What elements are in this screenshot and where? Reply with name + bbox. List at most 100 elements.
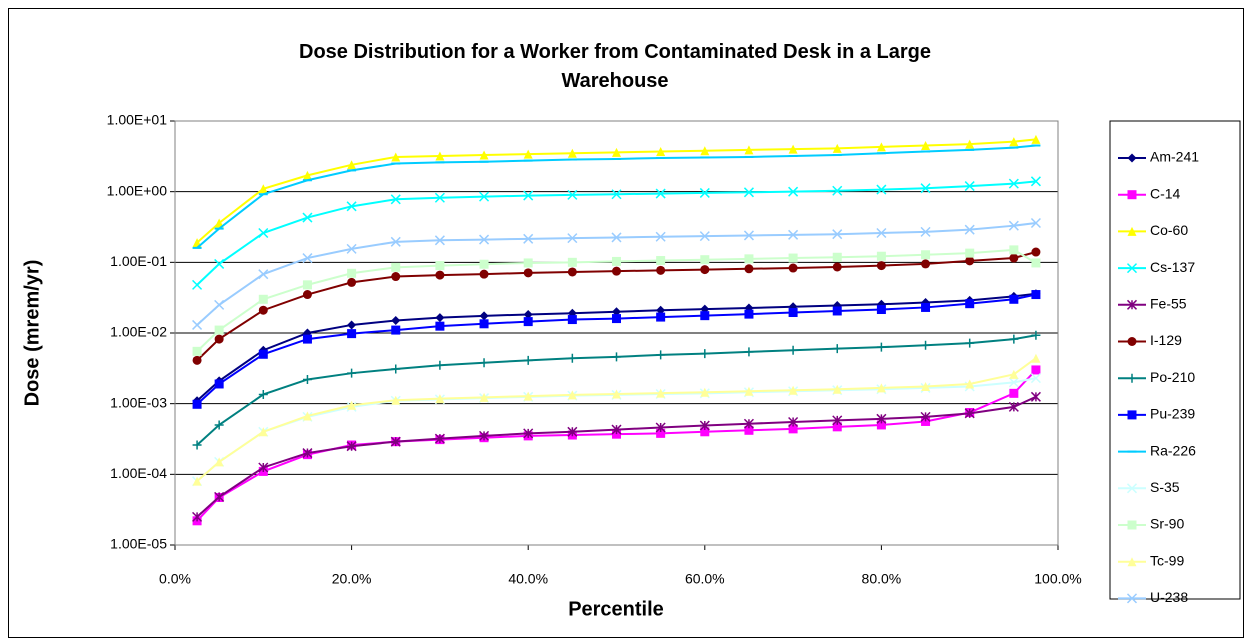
marker — [523, 428, 534, 439]
x-tick-label: 80.0% — [862, 571, 902, 587]
marker — [1126, 483, 1138, 494]
marker — [523, 355, 533, 365]
marker — [523, 149, 533, 159]
legend-label: Pu-239 — [1150, 406, 1195, 422]
marker — [192, 355, 202, 365]
marker — [347, 329, 357, 339]
marker — [523, 233, 534, 244]
marker — [1009, 137, 1019, 147]
marker — [214, 334, 224, 344]
marker — [302, 253, 313, 264]
marker — [965, 299, 975, 309]
series — [192, 247, 1041, 365]
marker — [390, 236, 401, 247]
marker — [921, 340, 931, 350]
marker — [192, 279, 203, 290]
marker — [567, 315, 577, 325]
marker — [788, 144, 798, 154]
legend-label: U-238 — [1150, 589, 1188, 605]
marker — [920, 183, 931, 194]
marker — [1009, 369, 1019, 379]
marker — [744, 425, 754, 435]
marker — [699, 231, 710, 242]
marker — [347, 268, 357, 278]
marker — [567, 257, 577, 267]
y-tick-label: 1.00E+00 — [107, 182, 168, 198]
marker — [612, 256, 621, 266]
marker — [434, 235, 445, 246]
marker — [302, 448, 313, 459]
legend-box — [1109, 120, 1241, 600]
series — [192, 290, 1041, 409]
marker — [347, 277, 357, 287]
marker — [523, 258, 533, 268]
marker — [920, 411, 931, 422]
series — [192, 330, 1041, 450]
marker — [1127, 520, 1137, 530]
x-tick-label: 40.0% — [508, 571, 548, 587]
marker — [479, 191, 490, 202]
y-tick-label: 1.00E-02 — [110, 324, 167, 340]
marker — [523, 391, 533, 401]
legend-label: Am-241 — [1150, 149, 1199, 165]
series — [192, 245, 1041, 356]
marker — [744, 264, 754, 274]
marker — [258, 269, 269, 280]
legend-label: Tc-99 — [1150, 552, 1184, 568]
marker — [523, 268, 533, 278]
marker — [788, 416, 799, 428]
marker — [788, 345, 798, 355]
marker — [435, 394, 445, 404]
legend-label: Cs-137 — [1150, 259, 1195, 275]
marker — [832, 344, 842, 354]
marker — [700, 265, 710, 275]
y-tick-label: 1.00E-01 — [110, 253, 167, 269]
marker — [1030, 176, 1041, 187]
marker — [656, 312, 666, 322]
marker — [214, 218, 224, 228]
marker — [192, 346, 202, 356]
marker — [302, 212, 313, 223]
marker — [788, 308, 798, 318]
marker — [479, 392, 489, 402]
marker — [214, 457, 224, 467]
marker — [346, 441, 357, 452]
marker — [347, 400, 357, 410]
marker — [258, 227, 269, 239]
marker — [567, 353, 577, 363]
marker — [390, 194, 401, 205]
marker — [876, 305, 886, 315]
series — [192, 176, 1041, 290]
marker — [479, 269, 489, 279]
marker — [1031, 258, 1041, 268]
x-axis-title: Percentile — [568, 598, 664, 620]
marker — [567, 267, 577, 277]
marker — [567, 148, 577, 158]
marker — [1127, 373, 1137, 383]
marker — [479, 311, 489, 321]
marker — [258, 462, 269, 473]
y-tick-label: 1.00E+01 — [107, 112, 168, 128]
x-tick-label: 60.0% — [685, 571, 725, 587]
marker — [965, 338, 975, 348]
marker — [435, 270, 445, 280]
marker — [612, 307, 621, 317]
marker — [1031, 353, 1041, 363]
marker — [611, 189, 622, 200]
marker — [1030, 373, 1041, 384]
marker — [1008, 220, 1019, 231]
marker — [965, 248, 975, 258]
series — [192, 144, 1041, 249]
plot-area — [174, 120, 1059, 546]
marker — [302, 334, 312, 344]
marker — [832, 384, 842, 394]
marker — [876, 251, 886, 261]
marker — [744, 254, 754, 264]
marker — [700, 427, 710, 437]
marker — [744, 309, 754, 319]
marker — [788, 229, 799, 240]
marker — [832, 229, 843, 240]
marker — [656, 305, 666, 315]
marker — [347, 368, 357, 378]
marker — [832, 262, 842, 272]
